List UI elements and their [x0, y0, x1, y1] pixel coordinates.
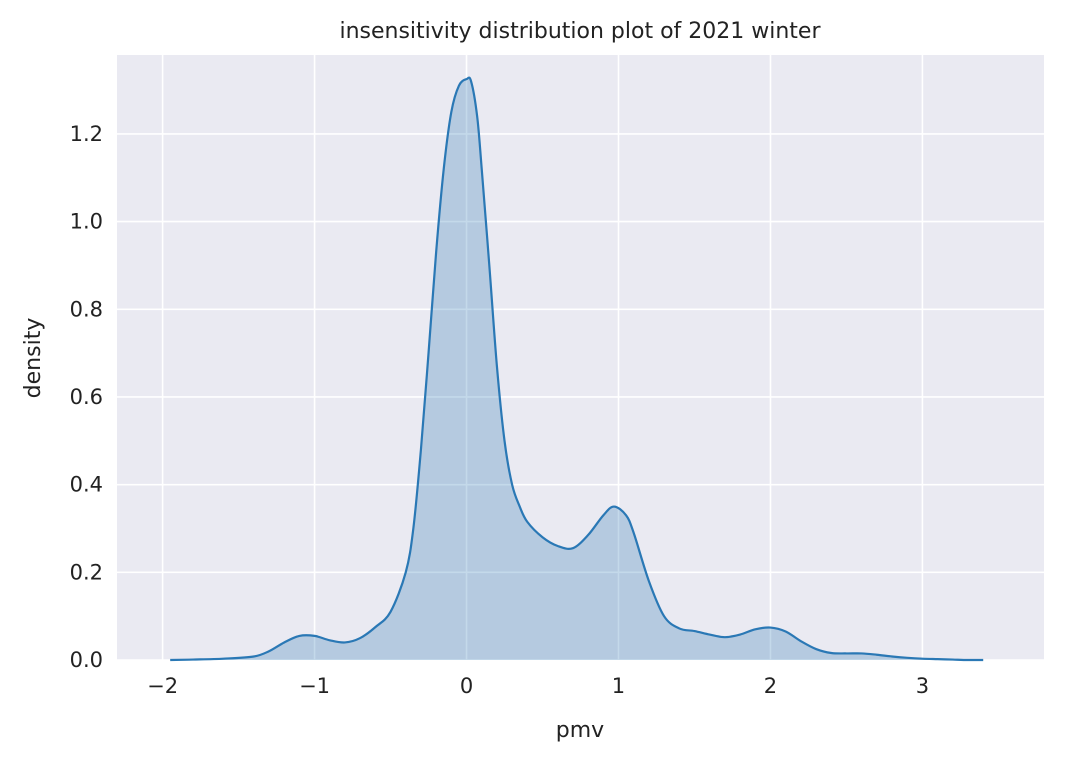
y-tick-labels: 0.0 0.2 0.4 0.6 0.8 1.0 1.2 — [70, 122, 103, 672]
x-tick-label: 3 — [916, 674, 929, 698]
grid — [117, 55, 1044, 661]
chart-title: insensitivity distribution plot of 2021 … — [339, 19, 821, 44]
y-tick-label: 1.0 — [70, 210, 103, 234]
x-tick-label: 1 — [612, 674, 625, 698]
y-tick-label: 0.8 — [70, 297, 103, 321]
x-tick-label: −1 — [299, 674, 330, 698]
density-line — [170, 76, 984, 662]
x-tick-label: 2 — [764, 674, 777, 698]
y-tick-label: 0.2 — [70, 560, 103, 584]
x-tick-label: −2 — [147, 674, 178, 698]
y-axis-label: density — [21, 318, 46, 399]
y-tick-label: 0.0 — [70, 648, 103, 672]
plot-background — [117, 55, 1044, 660]
y-tick-label: 1.2 — [70, 122, 103, 146]
y-tick-label: 0.6 — [70, 385, 103, 409]
x-tick-label: 0 — [460, 674, 473, 698]
x-tick-labels: −2 −1 0 1 2 3 — [147, 674, 929, 698]
x-axis-label: pmv — [556, 718, 604, 743]
y-tick-label: 0.4 — [70, 473, 103, 497]
